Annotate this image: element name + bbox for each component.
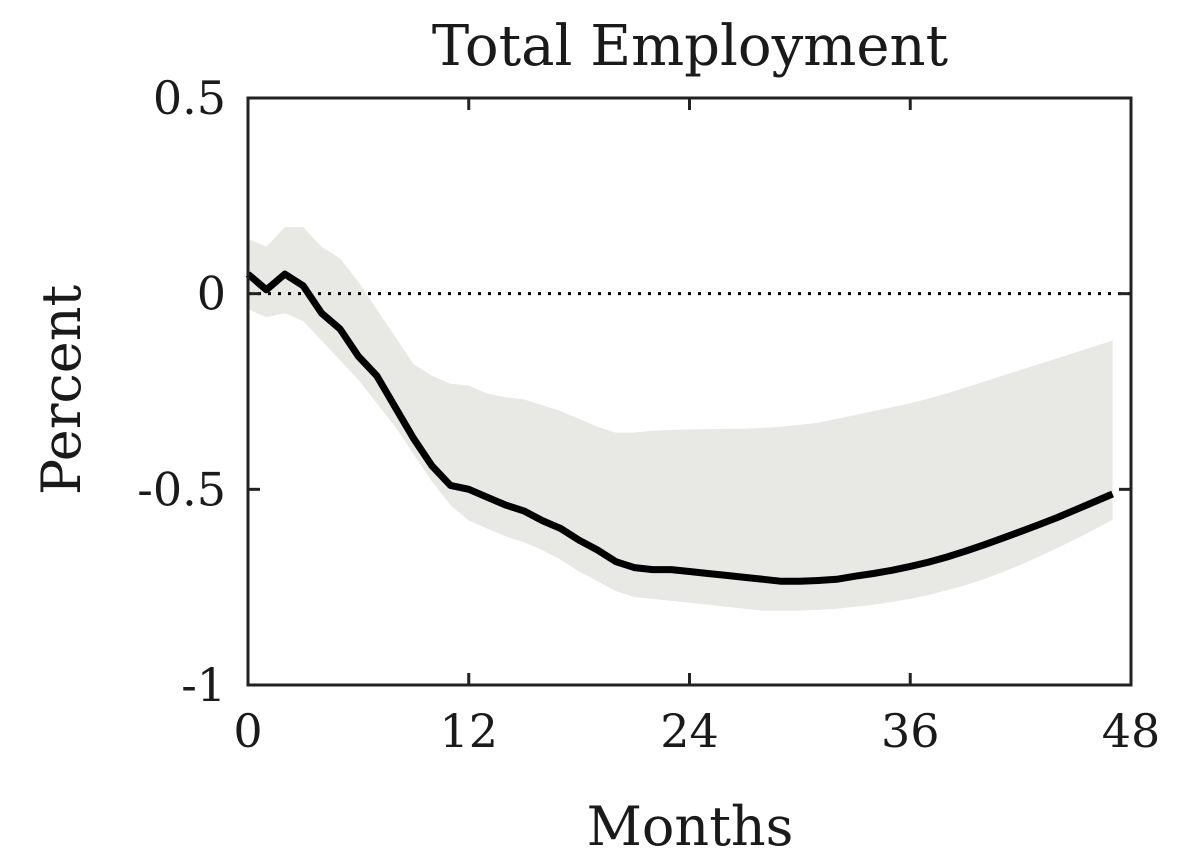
y-axis-label: Percent	[30, 285, 93, 496]
y-tick-label: 0	[197, 267, 226, 321]
chart-title: Total Employment	[432, 14, 949, 79]
y-tick-label: -1	[181, 658, 226, 712]
x-tick-label: 36	[881, 704, 940, 758]
y-tick-label: -0.5	[137, 462, 226, 516]
x-tick-label: 0	[233, 704, 262, 758]
x-tick-label: 12	[439, 704, 498, 758]
plot-area	[245, 96, 1133, 687]
x-axis-label: Months	[587, 795, 794, 858]
impulse-response-line	[245, 270, 1114, 585]
confidence-band	[248, 227, 1113, 611]
tick-labels: 0 12 24 36 48 0.5 0 -0.5 -1	[137, 71, 1160, 758]
x-tick-label: 24	[660, 704, 719, 758]
y-tick-label: 0.5	[153, 71, 226, 125]
x-tick-label: 48	[1102, 704, 1161, 758]
